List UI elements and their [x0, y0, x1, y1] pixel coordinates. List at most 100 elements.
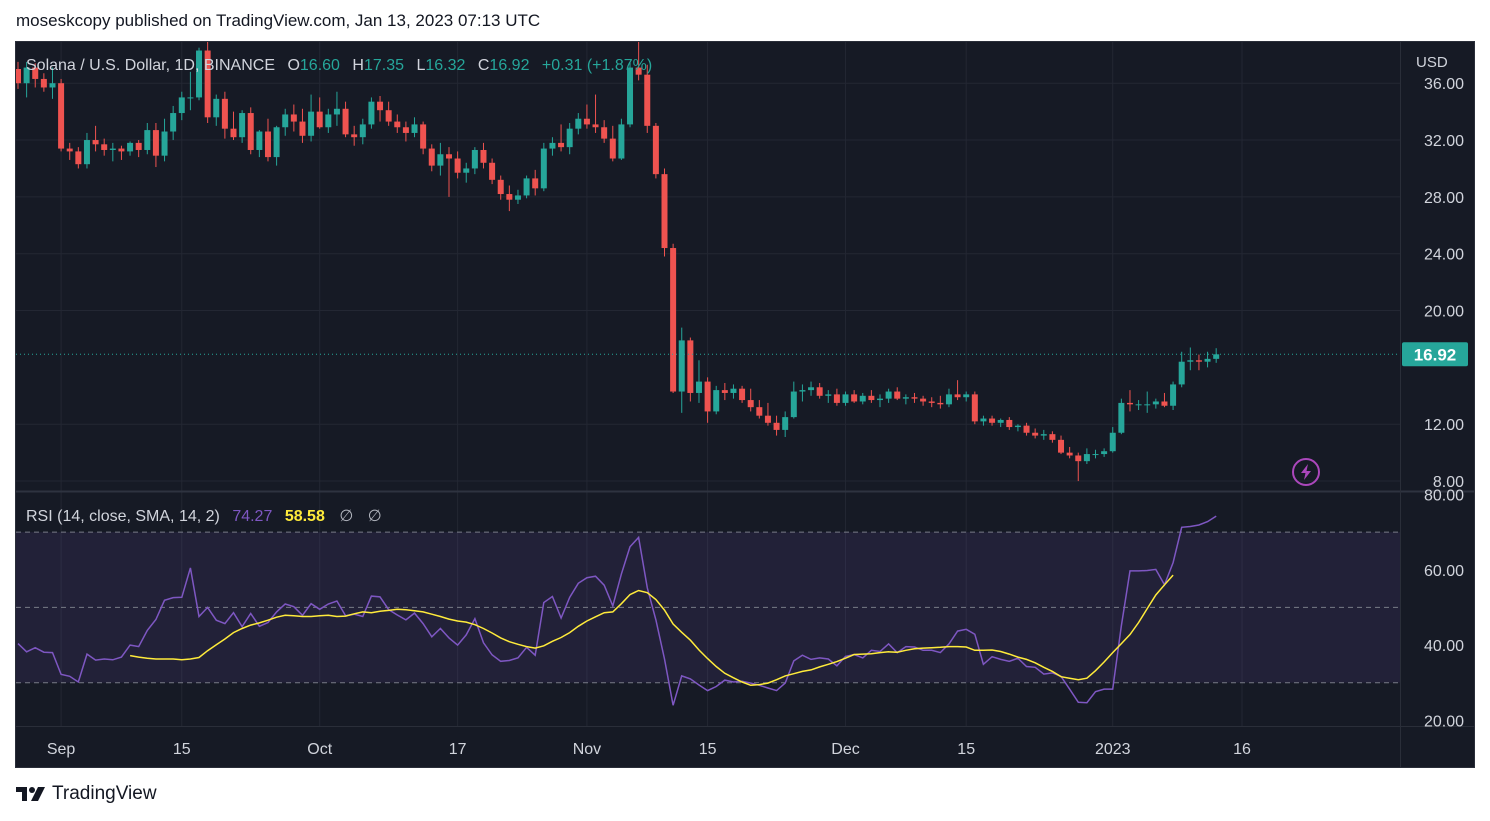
time-tick-label: 17 — [449, 741, 467, 758]
candle-body — [739, 388, 746, 401]
rsi-legend: RSI (14, close, SMA, 14, 2) 74.27 58.58 … — [26, 508, 382, 525]
candle — [239, 110, 246, 143]
candle — [971, 391, 978, 425]
candle-body — [549, 142, 556, 149]
candle — [247, 107, 254, 155]
tradingview-logo[interactable]: TradingView — [16, 783, 157, 805]
candle — [894, 387, 901, 401]
candle-body — [1152, 401, 1159, 405]
rsi-band-layer — [16, 531, 1400, 684]
price-tick-label: 36.00 — [1424, 76, 1464, 93]
time-tick-label: 2023 — [1095, 741, 1131, 758]
candle-body — [221, 98, 228, 129]
candle-body — [101, 144, 108, 150]
candle-body — [1040, 434, 1047, 436]
candle-body — [687, 340, 694, 393]
candle-body — [40, 78, 47, 88]
candle-body — [730, 388, 737, 393]
candle — [66, 142, 73, 160]
candle-body — [945, 394, 952, 405]
candle-body — [394, 121, 401, 128]
candle — [351, 125, 358, 146]
candle-body — [66, 148, 73, 152]
candle — [764, 402, 771, 426]
candle-body — [49, 83, 56, 88]
candle-body — [170, 113, 177, 132]
candle — [1014, 424, 1021, 432]
price-tick-label: 28.00 — [1424, 190, 1464, 207]
candle — [1135, 400, 1142, 411]
candle-body — [196, 50, 203, 98]
candle-body — [1032, 432, 1039, 436]
candle — [695, 360, 702, 403]
chart-svg[interactable]: Sep 15 Oct 17 Nov 15 Dec 15 2023 16 36.00 32.00 28.0… — [16, 42, 1474, 767]
candle — [713, 385, 720, 415]
candle — [135, 140, 142, 158]
candle — [402, 121, 409, 142]
candle-body — [1161, 401, 1168, 406]
lightning-icon[interactable] — [1292, 458, 1320, 486]
candle — [833, 388, 840, 406]
candle — [489, 158, 496, 185]
candle-body — [618, 124, 625, 159]
candle — [359, 118, 366, 145]
candle — [101, 138, 108, 156]
candle-body — [152, 130, 159, 156]
candle — [661, 168, 668, 257]
candle-body — [428, 148, 435, 166]
candle — [394, 114, 401, 133]
candle — [1058, 435, 1065, 455]
axis-layer: Sep 15 Oct 17 Nov 15 Dec 15 2023 16 36.00 32.00 28.0… — [47, 76, 1464, 758]
candle-body — [1083, 454, 1090, 462]
candle — [16, 61, 21, 89]
candle — [635, 42, 642, 81]
candle-body — [566, 128, 573, 148]
candle-body — [213, 98, 220, 118]
rsi-tick-label: 60.00 — [1424, 563, 1464, 580]
candle — [558, 124, 565, 152]
candle — [1178, 351, 1185, 388]
candle-body — [1066, 452, 1073, 456]
candle-body — [954, 394, 961, 398]
candle-body — [575, 118, 582, 129]
candle — [851, 390, 858, 403]
candle — [583, 104, 590, 129]
candle-body — [997, 419, 1004, 423]
candle-body — [178, 97, 185, 114]
candle-body — [661, 174, 668, 249]
candle — [644, 64, 651, 133]
candle-body — [83, 140, 90, 165]
candle-body — [402, 127, 409, 133]
candle-body — [1109, 432, 1116, 452]
candle-body — [782, 417, 789, 430]
candle-body — [1195, 360, 1202, 362]
candle — [170, 105, 177, 141]
candle — [83, 132, 90, 169]
candle-body — [359, 124, 366, 138]
candle-body — [540, 148, 547, 189]
publish-header: moseskcopy published on TradingView.com,… — [16, 11, 541, 30]
candle-body — [764, 415, 771, 423]
candle — [256, 130, 263, 158]
candle-body — [1178, 361, 1185, 385]
candle — [411, 117, 418, 138]
time-tick-label: 16 — [1233, 741, 1251, 758]
rsi-label: RSI (14, close, SMA, 14, 2) — [26, 508, 220, 525]
time-tick-label: 15 — [699, 741, 717, 758]
candle — [23, 61, 30, 98]
candle — [808, 381, 815, 396]
candle-body — [514, 195, 521, 200]
candle — [773, 415, 780, 436]
candle-body — [1135, 404, 1142, 406]
candle — [92, 125, 99, 152]
candle-body — [911, 397, 918, 399]
chart-container[interactable]: Sep 15 Oct 17 Nov 15 Dec 15 2023 16 36.00 32.00 28.0… — [15, 41, 1475, 768]
candle-body — [652, 125, 659, 175]
candle — [514, 189, 521, 204]
rsi-layer — [17, 515, 1217, 706]
candle-body — [247, 113, 254, 150]
candle — [523, 175, 530, 199]
candle-body — [627, 67, 634, 125]
candle — [1144, 391, 1151, 413]
candle — [213, 94, 220, 126]
